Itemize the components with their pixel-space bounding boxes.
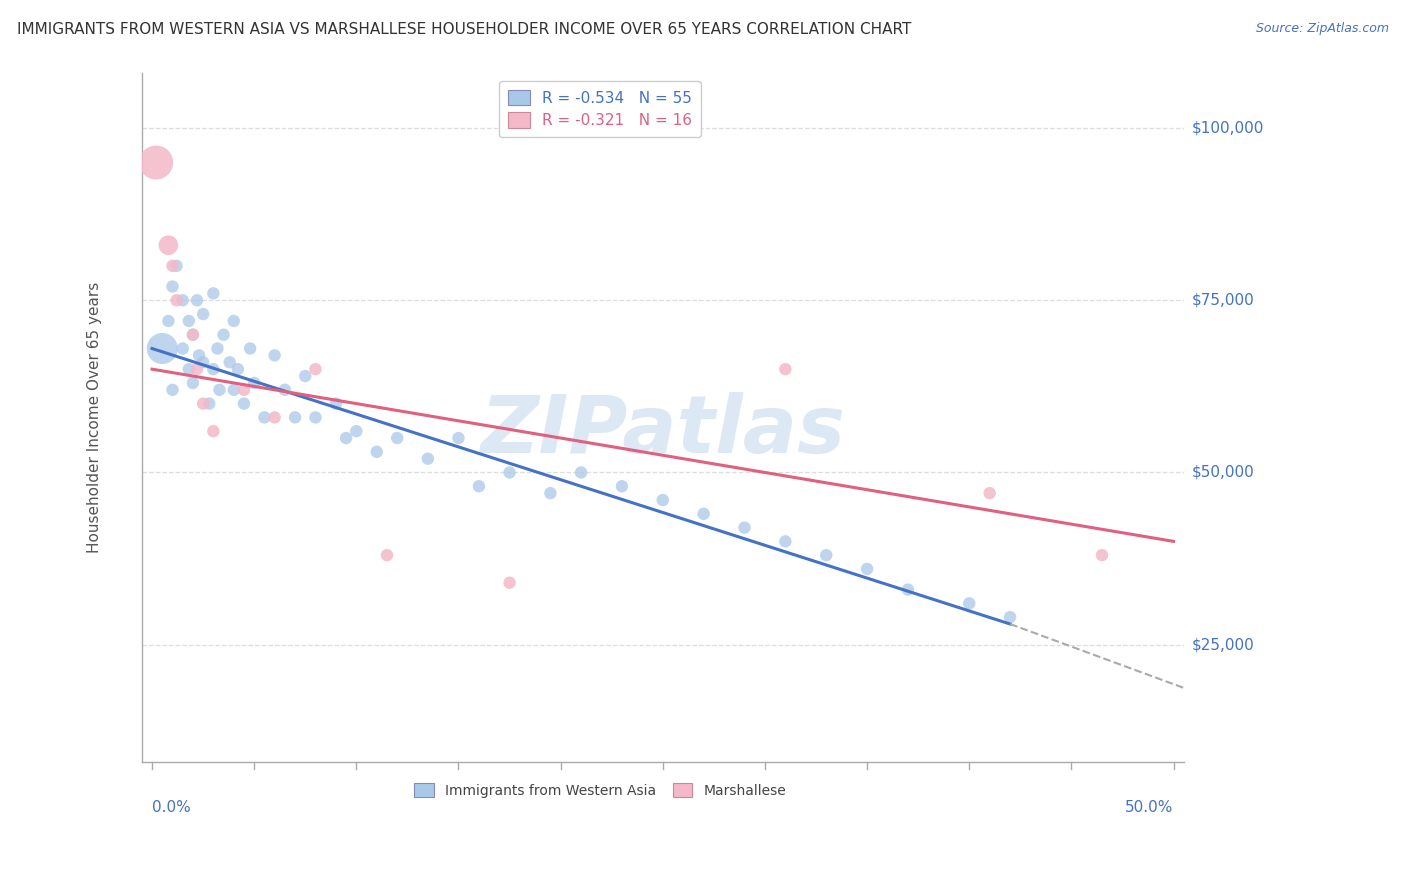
Point bbox=[186, 293, 208, 308]
Point bbox=[263, 348, 285, 362]
Point bbox=[1091, 548, 1114, 562]
Point bbox=[157, 238, 180, 252]
Point bbox=[166, 293, 188, 308]
Point bbox=[157, 314, 180, 328]
Point bbox=[207, 342, 229, 356]
Point bbox=[162, 279, 184, 293]
Point bbox=[162, 383, 184, 397]
Point bbox=[416, 451, 439, 466]
Point bbox=[239, 342, 262, 356]
Point bbox=[172, 342, 194, 356]
Point bbox=[815, 548, 838, 562]
Point bbox=[775, 362, 797, 376]
Text: IMMIGRANTS FROM WESTERN ASIA VS MARSHALLESE HOUSEHOLDER INCOME OVER 65 YEARS COR: IMMIGRANTS FROM WESTERN ASIA VS MARSHALL… bbox=[17, 22, 911, 37]
Point bbox=[294, 369, 316, 384]
Text: 50.0%: 50.0% bbox=[1125, 799, 1174, 814]
Point bbox=[181, 376, 204, 390]
Point bbox=[208, 383, 231, 397]
Point bbox=[253, 410, 276, 425]
Point bbox=[218, 355, 240, 369]
Point bbox=[284, 410, 307, 425]
Point bbox=[366, 445, 388, 459]
Point bbox=[651, 493, 673, 508]
Point bbox=[222, 314, 245, 328]
Point bbox=[897, 582, 920, 597]
Point bbox=[202, 424, 225, 438]
Point bbox=[177, 314, 200, 328]
Point bbox=[979, 486, 1001, 500]
Text: $100,000: $100,000 bbox=[1192, 120, 1264, 136]
Point bbox=[957, 596, 980, 610]
Text: $75,000: $75,000 bbox=[1192, 293, 1254, 308]
Text: 0.0%: 0.0% bbox=[152, 799, 191, 814]
Point bbox=[198, 396, 221, 410]
Point bbox=[998, 610, 1021, 624]
Point bbox=[243, 376, 266, 390]
Point bbox=[181, 327, 204, 342]
Point bbox=[335, 431, 357, 445]
Point bbox=[172, 293, 194, 308]
Point bbox=[375, 548, 398, 562]
Text: $50,000: $50,000 bbox=[1192, 465, 1254, 480]
Point bbox=[191, 396, 214, 410]
Point bbox=[447, 431, 470, 445]
Point bbox=[226, 362, 249, 376]
Point bbox=[775, 534, 797, 549]
Text: Householder Income Over 65 years: Householder Income Over 65 years bbox=[87, 282, 103, 553]
Point bbox=[610, 479, 633, 493]
Point bbox=[202, 286, 225, 301]
Legend: Immigrants from Western Asia, Marshallese: Immigrants from Western Asia, Marshalles… bbox=[409, 777, 792, 803]
Point bbox=[202, 362, 225, 376]
Text: Source: ZipAtlas.com: Source: ZipAtlas.com bbox=[1256, 22, 1389, 36]
Point bbox=[233, 383, 256, 397]
Point bbox=[498, 466, 520, 480]
Point bbox=[387, 431, 409, 445]
Point bbox=[498, 575, 520, 590]
Point bbox=[166, 259, 188, 273]
Point bbox=[468, 479, 491, 493]
Point bbox=[304, 362, 326, 376]
Point bbox=[191, 307, 214, 321]
Point bbox=[304, 410, 326, 425]
Point bbox=[186, 362, 208, 376]
Point bbox=[191, 355, 214, 369]
Point bbox=[263, 410, 285, 425]
Point bbox=[145, 155, 167, 169]
Point bbox=[222, 383, 245, 397]
Point bbox=[569, 466, 592, 480]
Point bbox=[188, 348, 211, 362]
Point bbox=[344, 424, 367, 438]
Point bbox=[150, 342, 173, 356]
Point bbox=[212, 327, 235, 342]
Point bbox=[538, 486, 561, 500]
Point bbox=[692, 507, 714, 521]
Point bbox=[734, 520, 756, 534]
Point bbox=[274, 383, 297, 397]
Text: $25,000: $25,000 bbox=[1192, 637, 1254, 652]
Point bbox=[177, 362, 200, 376]
Point bbox=[233, 396, 256, 410]
Text: ZIPatlas: ZIPatlas bbox=[481, 392, 845, 470]
Point bbox=[162, 259, 184, 273]
Point bbox=[856, 562, 879, 576]
Point bbox=[325, 396, 347, 410]
Point bbox=[181, 327, 204, 342]
